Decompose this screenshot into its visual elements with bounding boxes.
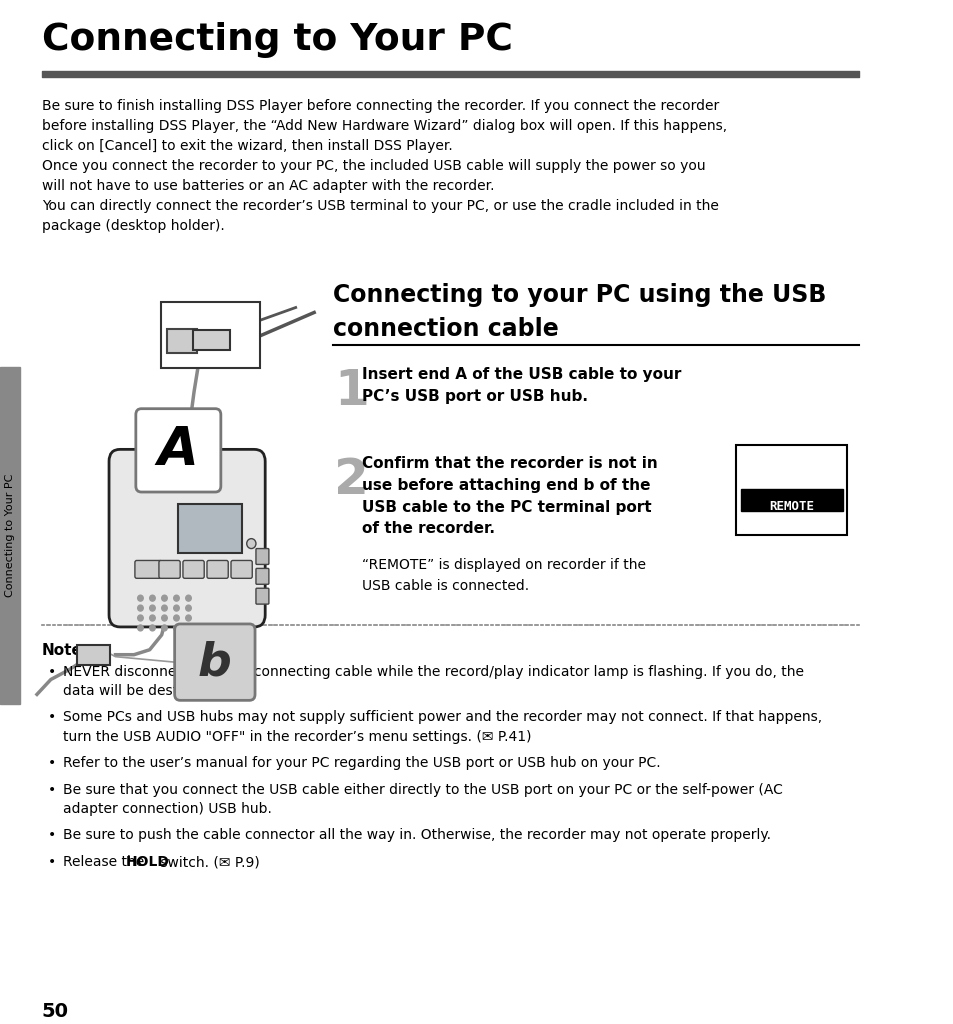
Circle shape	[247, 539, 255, 549]
Circle shape	[186, 595, 191, 601]
Circle shape	[186, 605, 191, 611]
Text: HOLD: HOLD	[126, 855, 170, 869]
Text: Some PCs and USB hubs may not supply sufficient power and the recorder may not c: Some PCs and USB hubs may not supply suf…	[63, 711, 821, 743]
Circle shape	[137, 625, 143, 631]
Text: •: •	[48, 855, 56, 869]
FancyBboxPatch shape	[135, 409, 220, 492]
Circle shape	[173, 625, 179, 631]
Text: •: •	[48, 711, 56, 724]
FancyBboxPatch shape	[255, 549, 269, 564]
Bar	[740, 489, 841, 511]
Circle shape	[186, 625, 191, 631]
Circle shape	[186, 615, 191, 621]
Text: REMOTE: REMOTE	[768, 500, 814, 513]
Text: 2: 2	[335, 457, 369, 504]
FancyBboxPatch shape	[109, 450, 265, 627]
Text: A: A	[158, 424, 198, 476]
Text: •: •	[48, 665, 56, 679]
Circle shape	[137, 595, 143, 601]
FancyBboxPatch shape	[193, 331, 230, 350]
FancyBboxPatch shape	[207, 560, 228, 579]
FancyBboxPatch shape	[231, 560, 252, 579]
Circle shape	[162, 615, 167, 621]
FancyBboxPatch shape	[161, 301, 259, 368]
Text: 50: 50	[42, 1001, 69, 1021]
FancyBboxPatch shape	[178, 504, 242, 553]
FancyBboxPatch shape	[736, 445, 846, 535]
Text: Connecting to your PC using the USB: Connecting to your PC using the USB	[333, 283, 825, 307]
Circle shape	[150, 625, 155, 631]
Text: Release the: Release the	[63, 855, 149, 869]
Text: switch. (✉ P.9): switch. (✉ P.9)	[156, 855, 259, 869]
Circle shape	[162, 605, 167, 611]
Text: •: •	[48, 756, 56, 770]
Circle shape	[137, 605, 143, 611]
Text: •: •	[48, 782, 56, 797]
FancyBboxPatch shape	[134, 560, 162, 579]
Circle shape	[150, 615, 155, 621]
Text: connection cable: connection cable	[333, 317, 558, 341]
FancyBboxPatch shape	[76, 645, 110, 665]
Text: “REMOTE” is displayed on recorder if the
USB cable is connected.: “REMOTE” is displayed on recorder if the…	[362, 558, 645, 593]
Circle shape	[162, 625, 167, 631]
Text: Refer to the user’s manual for your PC regarding the USB port or USB hub on your: Refer to the user’s manual for your PC r…	[63, 756, 659, 770]
FancyBboxPatch shape	[167, 330, 196, 353]
Text: Connecting to Your PC: Connecting to Your PC	[42, 22, 512, 57]
FancyBboxPatch shape	[255, 588, 269, 604]
Text: Insert end A of the USB cable to your
PC’s USB port or USB hub.: Insert end A of the USB cable to your PC…	[362, 367, 680, 403]
Text: Be sure to push the cable connector all the way in. Otherwise, the recorder may : Be sure to push the cable connector all …	[63, 828, 770, 843]
Circle shape	[173, 615, 179, 621]
Text: Notes: Notes	[42, 643, 91, 657]
FancyBboxPatch shape	[174, 624, 254, 700]
Text: Confirm that the recorder is not in
use before attaching end b of the
USB cable : Confirm that the recorder is not in use …	[362, 457, 658, 537]
Text: •: •	[48, 828, 56, 843]
Circle shape	[173, 595, 179, 601]
Circle shape	[173, 605, 179, 611]
FancyBboxPatch shape	[159, 560, 180, 579]
Circle shape	[150, 605, 155, 611]
Text: 1: 1	[335, 367, 369, 415]
Circle shape	[150, 595, 155, 601]
FancyBboxPatch shape	[255, 568, 269, 585]
Text: b: b	[197, 640, 231, 685]
Text: Be sure that you connect the USB cable either directly to the USB port on your P: Be sure that you connect the USB cable e…	[63, 782, 781, 816]
Text: Be sure to finish installing DSS Player before connecting the recorder. If you c: Be sure to finish installing DSS Player …	[42, 99, 726, 233]
Circle shape	[137, 615, 143, 621]
Circle shape	[162, 595, 167, 601]
Bar	[0, 367, 20, 705]
FancyBboxPatch shape	[183, 560, 204, 579]
Text: NEVER disconnect the USB connecting cable while the record/play indicator lamp i: NEVER disconnect the USB connecting cabl…	[63, 665, 803, 698]
Text: Connecting to Your PC: Connecting to Your PC	[5, 474, 15, 597]
